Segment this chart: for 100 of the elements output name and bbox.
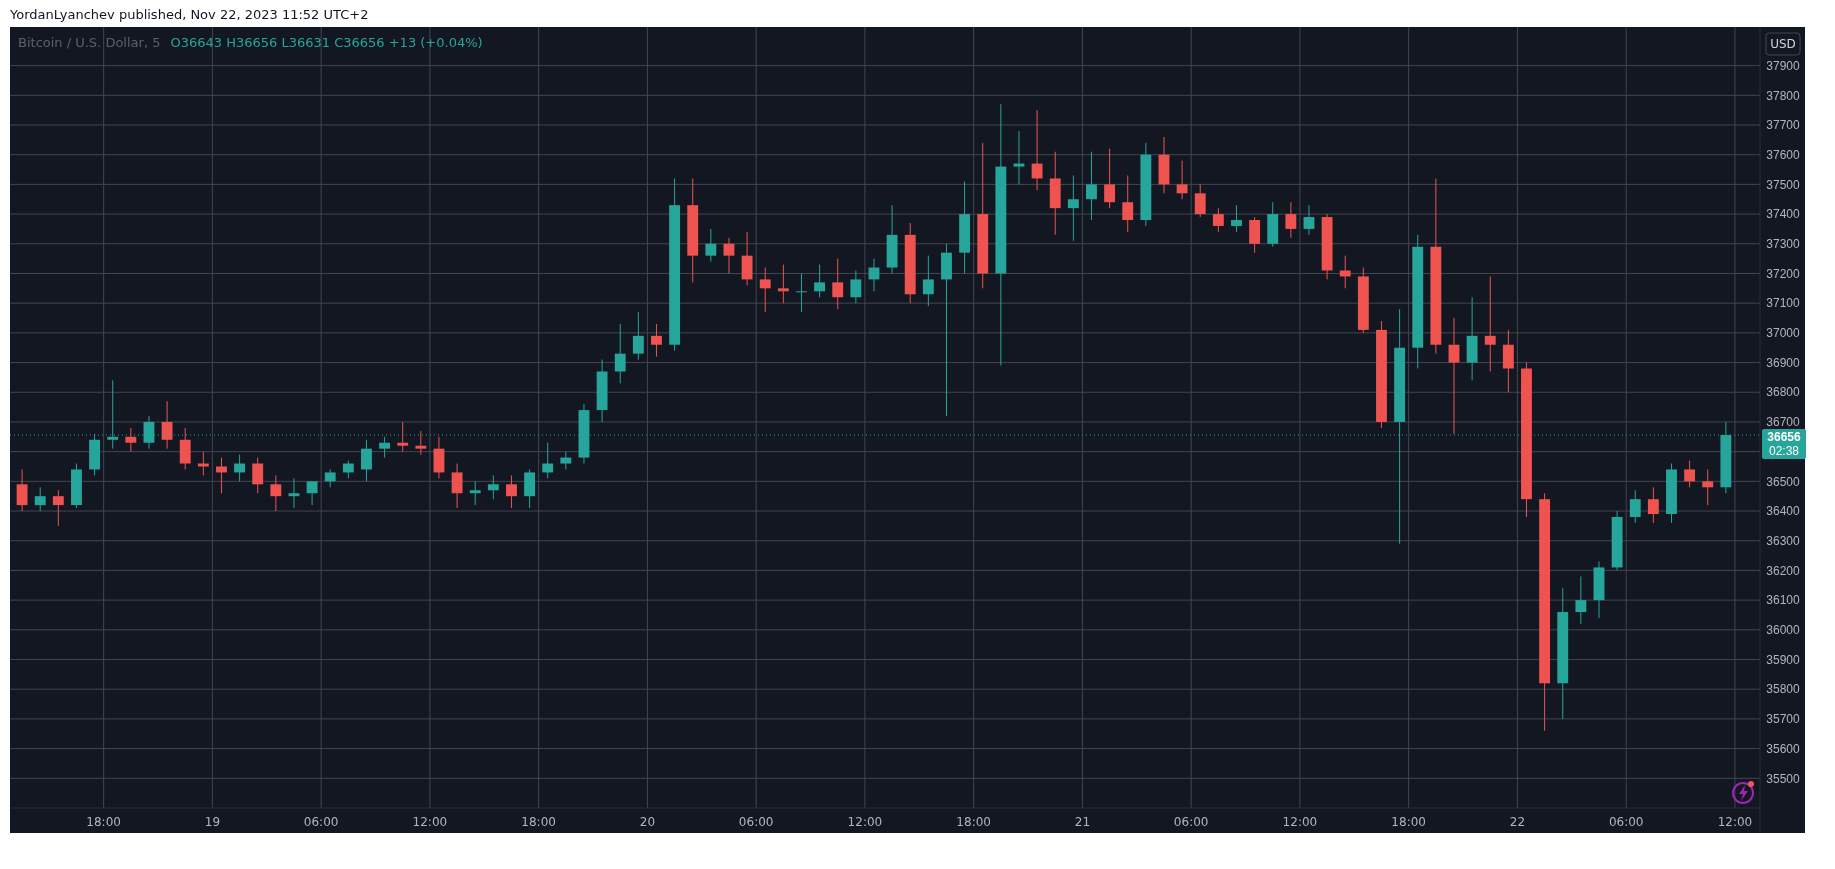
y-tick-label: 37200 [1766, 266, 1801, 281]
x-tick-label: 22 [1509, 815, 1526, 830]
y-tick-label: 37700 [1766, 118, 1801, 133]
candlestick [1303, 204, 1315, 236]
candlestick [451, 463, 463, 509]
y-tick-label: 36100 [1766, 593, 1801, 608]
candlestick [1104, 148, 1116, 209]
x-tick-label: 18:00 [521, 815, 556, 830]
text: O36643 H36656 L36631 C36656 +13 (+0.04%) [170, 34, 483, 50]
y-tick-label: 35500 [1766, 771, 1801, 786]
candlestick [723, 237, 735, 274]
candlestick [361, 439, 372, 482]
candlestick [397, 421, 409, 453]
y-tick-label: 35700 [1766, 712, 1801, 727]
x-tick-label: 18:00 [956, 815, 991, 830]
y-tick-label: 36300 [1766, 533, 1801, 548]
candlestick [179, 427, 191, 470]
candlestick [1031, 109, 1043, 191]
candlestick [705, 228, 717, 263]
candlestick [1575, 575, 1587, 625]
text: Bitcoin / U.S. Dollar, 5 [18, 34, 161, 50]
candlestick [1249, 216, 1261, 254]
y-tick-label: 37100 [1766, 296, 1801, 311]
candlestick [1629, 489, 1641, 524]
candlestick [34, 486, 46, 512]
x-tick-label: 21 [1074, 815, 1091, 830]
x-tick-label: 12:00 [847, 815, 883, 830]
candlestick [759, 267, 771, 313]
y-tick-label: 36800 [1766, 385, 1801, 400]
candlestick [777, 264, 789, 304]
candlestick [288, 477, 300, 509]
y-tick-label: 37300 [1766, 236, 1801, 251]
y-axis-title: USD [1770, 37, 1796, 52]
x-tick-label: 19 [204, 815, 221, 830]
y-tick-label: 37900 [1766, 58, 1801, 73]
candlestick [1212, 207, 1224, 233]
candlestick [1194, 183, 1206, 218]
x-tick-label: 12:00 [412, 815, 448, 830]
candlestick [1702, 468, 1714, 506]
text: YordanLyanchev published, Nov 22, 2023 11:52 UTC+2 [9, 6, 369, 22]
candlestick [814, 264, 826, 298]
candlestick [252, 457, 264, 494]
y-tick-label: 36200 [1766, 563, 1801, 578]
candlestick [487, 474, 499, 500]
y-tick-label: 36000 [1766, 623, 1801, 638]
candlestick [1176, 160, 1188, 200]
candlestick [922, 255, 934, 307]
candlestick [1502, 329, 1514, 393]
candlestick [161, 400, 173, 450]
candlestick [1067, 174, 1079, 242]
x-tick-label: 12:00 [1282, 815, 1318, 830]
candlestick [1484, 275, 1496, 372]
x-tick-label: 06:00 [1608, 815, 1644, 830]
y-tick-label: 37000 [1766, 326, 1801, 341]
candlestick [1647, 486, 1659, 524]
candlestick [270, 474, 282, 512]
x-tick-label: 18:00 [1391, 815, 1426, 830]
candlestick [379, 436, 391, 459]
y-tick-label: 35800 [1766, 682, 1801, 697]
y-tick-label: 37800 [1766, 88, 1801, 103]
candlestick [1448, 317, 1460, 435]
candlestick [415, 430, 427, 456]
candlestick [524, 468, 536, 509]
candlestick [125, 427, 137, 453]
y-tick-label: 37600 [1766, 147, 1801, 162]
x-tick-label: 06:00 [303, 815, 339, 830]
x-tick-label: 06:00 [1173, 815, 1209, 830]
candlestick [1122, 174, 1134, 233]
y-tick-label: 35900 [1766, 652, 1801, 667]
candlestick [614, 323, 626, 384]
x-tick-label: 20 [639, 815, 656, 830]
x-tick-label: 12:00 [1717, 815, 1753, 830]
candlestick [850, 270, 862, 304]
y-tick-label: 36400 [1766, 504, 1801, 519]
candlestick [1285, 201, 1297, 239]
x-tick-label: 06:00 [738, 815, 774, 830]
candlestick [651, 323, 662, 358]
y-tick-label: 37400 [1766, 207, 1801, 222]
candlestick [469, 480, 481, 506]
candlestick [216, 457, 227, 494]
x-tick-label: 18:00 [86, 815, 121, 830]
candlestick [16, 468, 28, 512]
candlestick [234, 454, 246, 482]
y-tick-label: 36700 [1766, 415, 1801, 430]
y-tick-label: 36500 [1766, 474, 1801, 489]
y-tick-label: 36900 [1766, 355, 1801, 370]
ref-line-label: 36656 [1767, 430, 1802, 445]
y-tick-label: 37500 [1766, 177, 1801, 192]
candlestick [1013, 130, 1025, 185]
candlestick [632, 311, 644, 361]
candlestick [542, 442, 554, 479]
candlestick [506, 474, 517, 509]
candlestick [52, 489, 64, 527]
y-tick-label: 35600 [1766, 741, 1801, 756]
candlestick [741, 231, 753, 286]
candlestick [1231, 204, 1242, 233]
text: 02:38 [1768, 444, 1800, 459]
candlestick [1684, 460, 1696, 488]
candlestick [306, 480, 318, 506]
candlestick [832, 258, 844, 310]
